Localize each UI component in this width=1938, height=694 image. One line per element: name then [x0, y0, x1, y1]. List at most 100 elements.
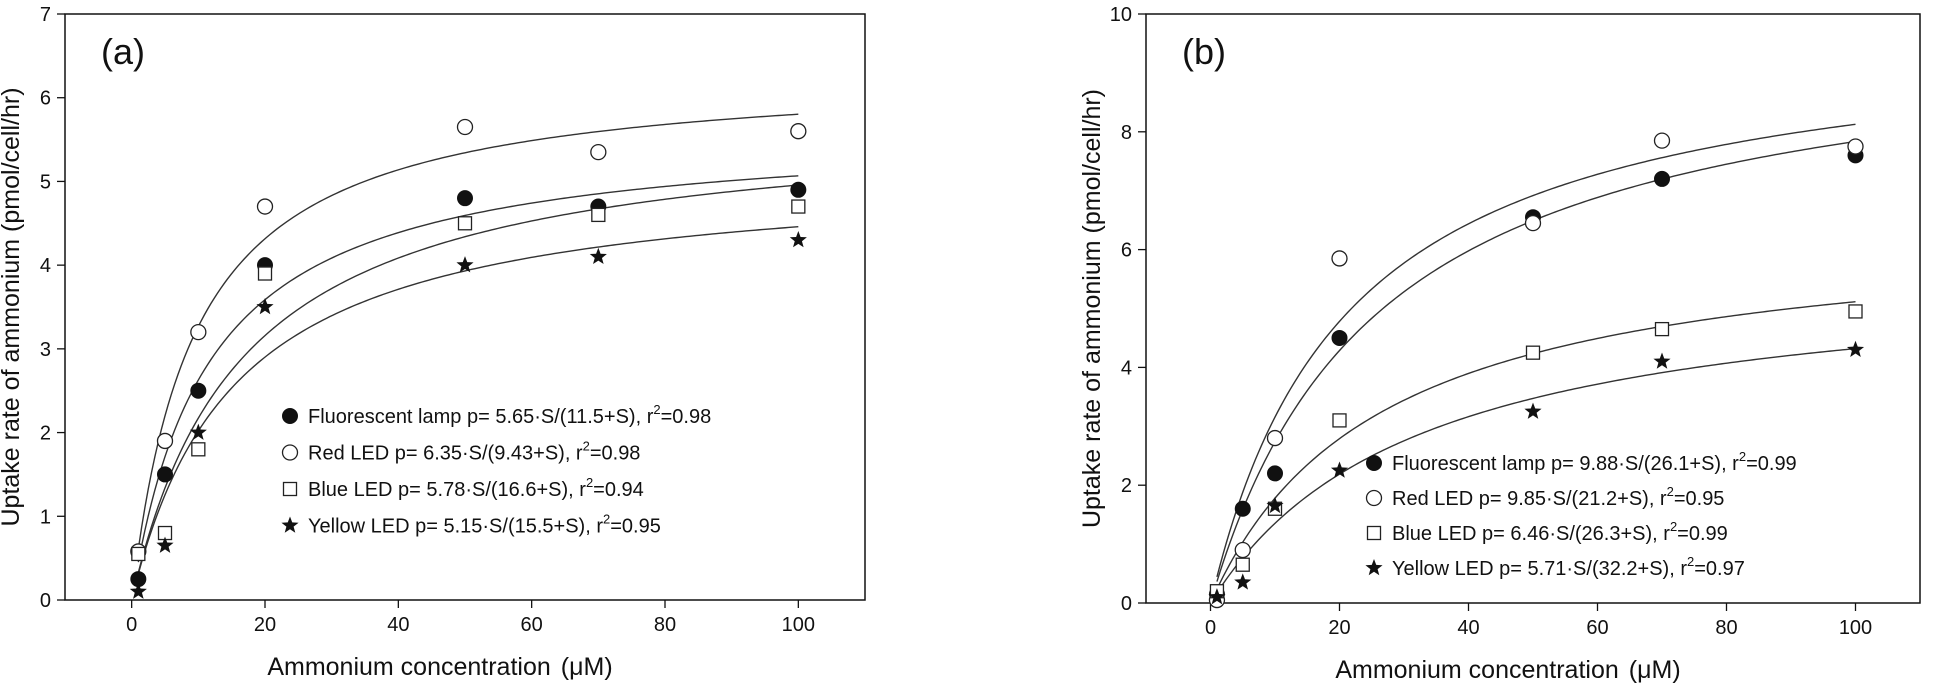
legend: Fluorescent lamp p= 9.88·S/(26.1+S), r2=… [1365, 449, 1797, 580]
data-point [156, 432, 174, 450]
x-axis-title: Ammonium concentration (μM) [1335, 656, 1680, 684]
data-point [1654, 170, 1670, 187]
data-point [790, 181, 807, 198]
legend-superscript: 2 [1667, 484, 1674, 499]
fit-curve-blue-led [1216, 301, 1856, 590]
data-point [789, 231, 807, 248]
chart-panel-b: 0 20 40 60 80 100 0 2 4 6 8 10 Ammonium concentratio… [1078, 4, 1921, 684]
legend-label: Blue LED p= 6.46·S/(26.3+S), r2=0.99 [1392, 519, 1728, 545]
legend-equation: Fluorescent lamp p= 5.65·S/(11.5+S), r [308, 406, 654, 428]
legend-equation: Yellow LED p= 5.15·S/(15.5+S), r [308, 516, 603, 538]
fit-curve-fluorescent-lamp [1216, 140, 1856, 582]
data-point [1332, 413, 1347, 428]
y-tick-label: 3 [40, 339, 51, 361]
panel-label: (a) [101, 31, 145, 72]
data-point [1266, 496, 1284, 514]
data-point [1266, 429, 1284, 447]
legend-label: Fluorescent lamp p= 9.88·S/(26.1+S), r2=… [1392, 449, 1797, 475]
x-tick-label: 100 [1839, 617, 1872, 639]
series-blue-led [131, 199, 806, 562]
data-point [157, 466, 173, 483]
data-point [1654, 321, 1670, 337]
legend-item: Blue LED p= 6.46·S/(26.3+S), r2=0.99 [1366, 519, 1728, 545]
legend-marker-open-circle [281, 444, 299, 461]
x-axis-title: Ammonium concentration (μM) [267, 653, 612, 681]
x-axis-unit: (μM) [561, 653, 613, 681]
data-point [1653, 352, 1671, 369]
legend-superscript: 2 [653, 402, 660, 417]
series-blue-led [1209, 304, 1863, 599]
x-tick-label: 80 [1715, 617, 1737, 639]
y-tick-label: 4 [40, 255, 51, 277]
legend-marker-filled-circle [1366, 455, 1382, 471]
legend-marker-star [281, 516, 299, 533]
y-tick-label: 10 [1110, 4, 1132, 26]
fit-curve-red-led [137, 113, 799, 550]
y-tick-label: 1 [40, 506, 51, 528]
data-point [191, 442, 206, 457]
y-tick-label: 4 [1121, 357, 1132, 379]
legend-equation: Fluorescent lamp p= 9.88·S/(26.1+S), r [1392, 453, 1739, 475]
legend-marker-open-square [282, 481, 298, 497]
data-point [257, 266, 273, 281]
legend: Fluorescent lamp p= 5.65·S/(11.5+S), r2=… [281, 402, 711, 538]
legend-label: Red LED p= 6.35·S/(9.43+S), r2=0.98 [308, 439, 640, 465]
data-point [457, 190, 473, 207]
legend-item: Red LED p= 6.35·S/(9.43+S), r2=0.98 [281, 439, 640, 465]
data-point [1524, 402, 1542, 419]
fit-curve-blue-led [137, 184, 799, 573]
data-point [190, 323, 207, 341]
legend-superscript: 2 [1687, 554, 1694, 569]
y-tick-label: 0 [1121, 593, 1132, 615]
data-point [1331, 250, 1348, 267]
y-tick-label: 2 [40, 423, 51, 445]
legend-item: Blue LED p= 5.78·S/(16.6+S), r2=0.94 [282, 475, 644, 501]
legend-equation: Blue LED p= 6.46·S/(26.3+S), r [1392, 523, 1670, 545]
legend-label: Yellow LED p= 5.71·S/(32.2+S), r2=0.97 [1392, 554, 1745, 580]
data-point [1847, 138, 1864, 155]
y-tick-label: 6 [1121, 240, 1132, 262]
data-point [189, 423, 207, 440]
legend-superscript: 2 [586, 475, 593, 490]
y-axis-title: Uptake rate of ammonium (pmol/cell/hr) [0, 87, 25, 526]
legend-equation: Red LED p= 9.85·S/(21.2+S), r [1392, 488, 1667, 510]
x-tick-label: 80 [654, 614, 676, 636]
legend-label: Fluorescent lamp p= 5.65·S/(11.5+S), r2=… [308, 402, 711, 428]
legend-item: Yellow LED p= 5.71·S/(32.2+S), r2=0.97 [1365, 554, 1745, 580]
legend-marker-open-circle [1365, 489, 1383, 507]
legend-r2: =0.97 [1694, 558, 1745, 580]
data-point [791, 199, 806, 214]
legend-r2: =0.99 [1746, 453, 1797, 475]
legend-superscript: 2 [583, 439, 590, 454]
legend-superscript: 2 [1739, 449, 1746, 464]
data-point [456, 256, 474, 273]
data-point [156, 536, 174, 553]
x-tick-label: 60 [1586, 617, 1608, 639]
legend-item: Fluorescent lamp p= 5.65·S/(11.5+S), r2=… [282, 402, 711, 428]
y-tick-label: 2 [1121, 475, 1132, 497]
data-point [1330, 461, 1349, 478]
legend-item: Fluorescent lamp p= 9.88·S/(26.1+S), r2=… [1366, 449, 1797, 475]
legend-r2: =0.98 [661, 406, 712, 428]
x-axis-unit: (μM) [1629, 656, 1681, 684]
y-tick-label: 6 [40, 88, 51, 110]
data-point [590, 143, 607, 161]
x-tick-label: 40 [387, 614, 409, 636]
legend-equation: Red LED p= 6.35·S/(9.43+S), r [308, 443, 583, 465]
x-axis-title-text: Ammonium concentration [1335, 656, 1618, 684]
data-point [1235, 557, 1250, 572]
data-point [790, 123, 807, 140]
x-tick-label: 100 [782, 614, 815, 636]
x-tick-label: 0 [126, 614, 137, 636]
fit-curve-fluorescent-lamp [137, 175, 799, 563]
legend-marker-open-square [1366, 525, 1382, 541]
fit-curve-yellow-led [1216, 347, 1856, 594]
legend-r2: =0.98 [590, 443, 641, 465]
legend-label: Red LED p= 9.85·S/(21.2+S), r2=0.95 [1392, 484, 1724, 510]
data-point [1234, 541, 1251, 559]
data-point [1267, 465, 1283, 482]
legend-equation: Blue LED p= 5.78·S/(16.6+S), r [308, 479, 586, 501]
x-tick-label: 20 [1328, 617, 1350, 639]
data-point [456, 118, 474, 136]
